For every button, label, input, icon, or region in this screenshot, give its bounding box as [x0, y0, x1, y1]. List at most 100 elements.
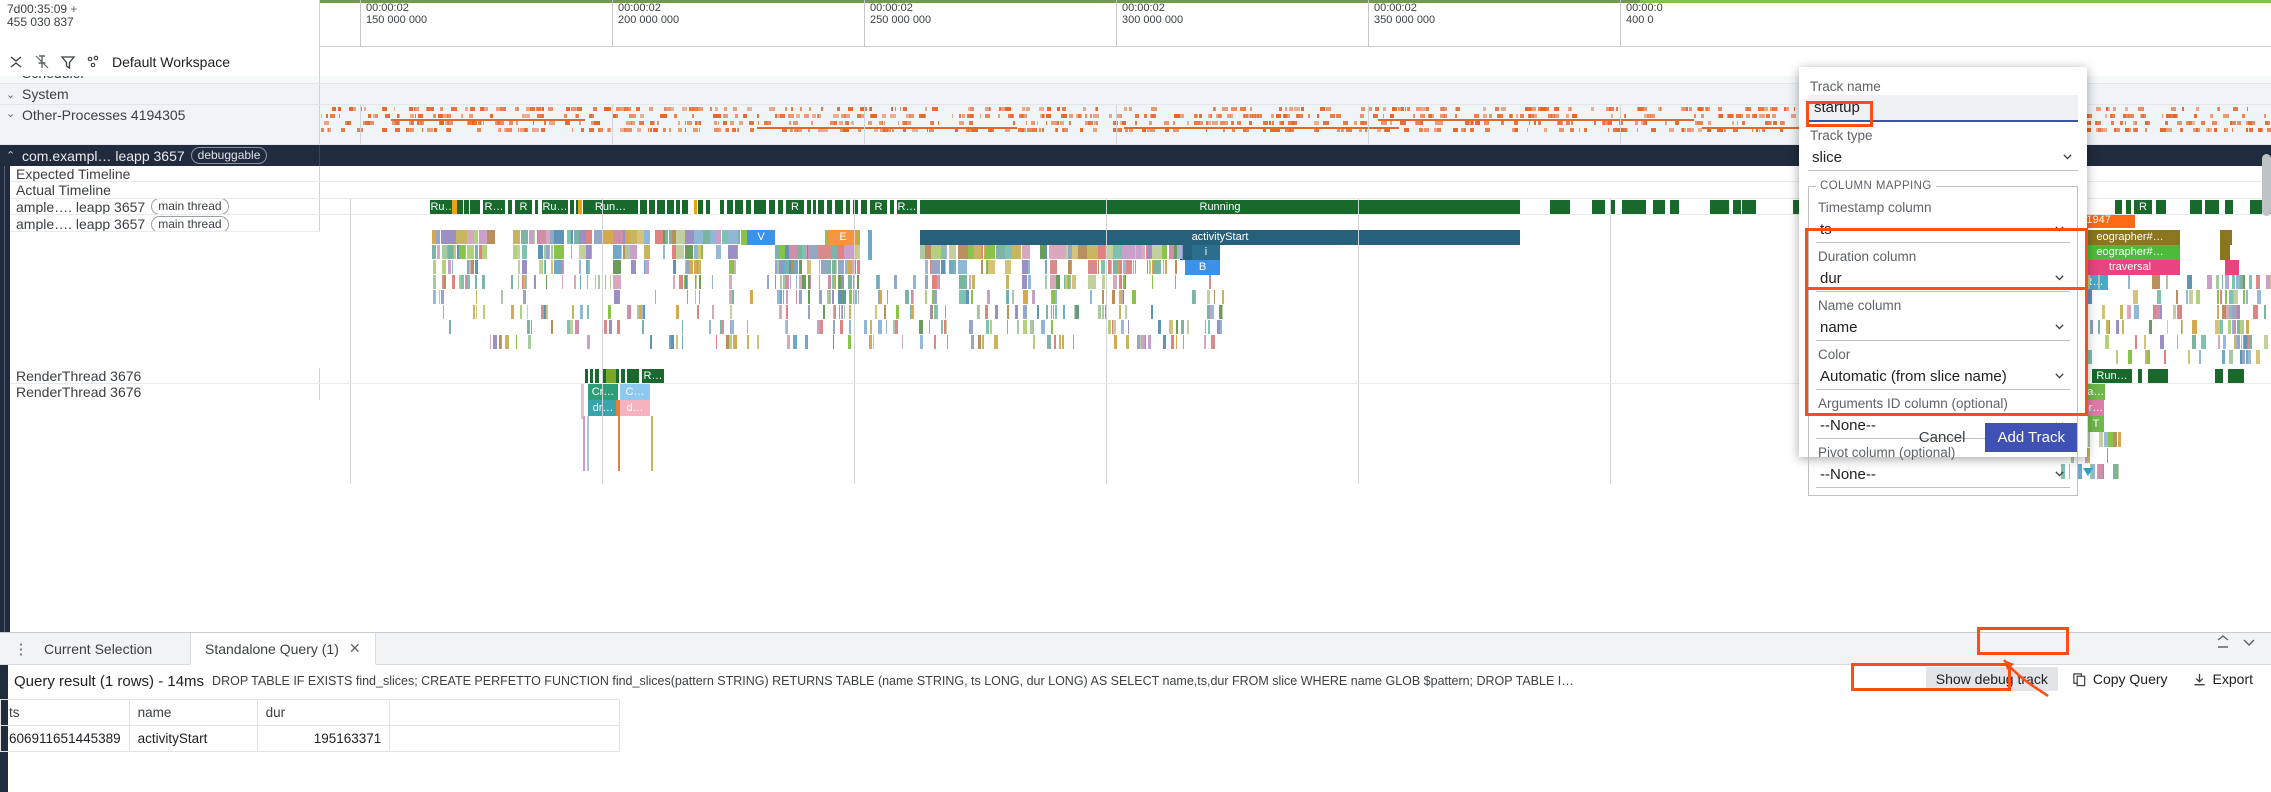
- cpu-activity-mark[interactable]: [414, 114, 417, 118]
- cpu-activity-mark[interactable]: [426, 107, 430, 111]
- flame-slice[interactable]: [733, 260, 734, 274]
- flame-slice[interactable]: [553, 245, 564, 259]
- cpu-activity-mark[interactable]: [698, 128, 700, 132]
- flame-slice[interactable]: [711, 275, 714, 289]
- flame-slice[interactable]: [613, 260, 622, 274]
- flame-slice[interactable]: [2098, 275, 2101, 289]
- flame-slice[interactable]: [1011, 245, 1019, 259]
- cpu-activity-mark[interactable]: [499, 107, 506, 111]
- flame-slice[interactable]: [522, 275, 523, 289]
- cpu-activity-mark[interactable]: [881, 114, 886, 118]
- cpu-activity-mark[interactable]: [2223, 128, 2225, 132]
- cpu-activity-mark[interactable]: [902, 107, 907, 111]
- flame-slice[interactable]: [681, 335, 684, 349]
- flame-slice[interactable]: [736, 245, 738, 259]
- flame-slice[interactable]: [468, 275, 471, 289]
- flame-slice[interactable]: [467, 245, 470, 259]
- flame-slice[interactable]: [2148, 320, 2152, 334]
- flame-slice[interactable]: [905, 290, 909, 304]
- flame-slice[interactable]: [642, 305, 646, 319]
- sched-slice[interactable]: Run…: [2092, 369, 2132, 383]
- flame-slice[interactable]: [2120, 305, 2124, 319]
- flame-slice[interactable]: [2151, 275, 2155, 289]
- cpu-activity-mark[interactable]: [1022, 107, 1025, 111]
- flame-slice[interactable]: [731, 320, 735, 334]
- flame-slice[interactable]: [678, 275, 683, 289]
- cpu-activity-mark[interactable]: [1429, 114, 1433, 118]
- cpu-activity-mark[interactable]: [791, 128, 793, 132]
- unpin-icon[interactable]: [34, 54, 50, 70]
- cpu-activity-mark[interactable]: [851, 121, 854, 125]
- cpu-activity-mark[interactable]: [540, 128, 545, 132]
- flame-slice[interactable]: [530, 320, 532, 334]
- flame-slice[interactable]: [818, 245, 821, 259]
- cpu-activity-mark[interactable]: [774, 114, 777, 118]
- sched-slice[interactable]: [1600, 200, 1605, 214]
- flame-slice[interactable]: [1098, 260, 1100, 274]
- flame-slice[interactable]: [478, 245, 482, 259]
- cpu-activity-mark[interactable]: [800, 107, 803, 111]
- cpu-activity-mark[interactable]: [2180, 121, 2182, 125]
- flame-slice[interactable]: [630, 230, 637, 244]
- cpu-activity-mark[interactable]: [1572, 114, 1577, 118]
- cpu-activity-mark[interactable]: [1272, 128, 1278, 132]
- cpu-activity-mark[interactable]: [2141, 114, 2145, 118]
- cpu-activity-mark[interactable]: [591, 121, 595, 125]
- sched-slice[interactable]: [676, 200, 680, 214]
- cpu-activity-mark[interactable]: [575, 114, 578, 118]
- flame-slice[interactable]: [681, 320, 684, 334]
- flame-slice[interactable]: [1140, 335, 1145, 349]
- cpu-activity-mark[interactable]: [1045, 121, 1047, 125]
- cpu-activity-mark[interactable]: [1279, 107, 1283, 111]
- flame-slice[interactable]: [2245, 320, 2249, 334]
- sched-slice[interactable]: [590, 369, 593, 383]
- cpu-activity-mark[interactable]: [360, 107, 363, 111]
- flame-slice[interactable]: [452, 245, 454, 259]
- cpu-activity-mark[interactable]: [1420, 107, 1426, 111]
- cpu-activity-mark[interactable]: [921, 114, 923, 118]
- cpu-activity-mark[interactable]: [1771, 114, 1776, 118]
- flame-slice[interactable]: [798, 275, 802, 289]
- flame-slice[interactable]: [779, 245, 785, 259]
- cpu-activity-mark[interactable]: [1659, 107, 1662, 111]
- flame-slice[interactable]: [807, 245, 812, 259]
- sched-slice[interactable]: [818, 200, 824, 214]
- flame-slice[interactable]: [588, 260, 591, 274]
- cpu-activity-mark[interactable]: [780, 114, 786, 118]
- cpu-activity-mark[interactable]: [1250, 107, 1252, 111]
- cpu-activity-mark[interactable]: [2195, 128, 2198, 132]
- flame-slice[interactable]: [986, 260, 989, 274]
- flame-slice[interactable]: [554, 260, 562, 274]
- cpu-activity-mark[interactable]: [1005, 128, 1011, 132]
- flame-slice[interactable]: [432, 275, 436, 289]
- flame-slice[interactable]: [1055, 305, 1057, 319]
- cpu-activity-mark[interactable]: [1059, 121, 1064, 125]
- cpu-activity-mark[interactable]: [767, 121, 771, 125]
- flame-slice[interactable]: [688, 260, 694, 274]
- cpu-activity-mark[interactable]: [697, 107, 703, 111]
- flame-slice[interactable]: [2159, 305, 2163, 319]
- sched-slice[interactable]: R: [870, 200, 887, 214]
- flame-slice[interactable]: [994, 305, 998, 319]
- cpu-activity-mark[interactable]: [2179, 128, 2183, 132]
- flame-slice[interactable]: [795, 275, 798, 289]
- cpu-activity-mark[interactable]: [1231, 128, 1235, 132]
- cpu-activity-mark[interactable]: [541, 114, 544, 118]
- flame-slice[interactable]: [1110, 260, 1113, 274]
- cpu-activity-mark[interactable]: [1062, 128, 1068, 132]
- flame-slice[interactable]: [912, 275, 917, 289]
- sched-slice[interactable]: [720, 200, 724, 214]
- flame-slice[interactable]: [2188, 290, 2194, 304]
- cpu-activity-mark[interactable]: [1212, 121, 1219, 125]
- flame-slice[interactable]: [1005, 275, 1010, 289]
- cpu-activity-mark[interactable]: [1112, 121, 1115, 125]
- cpu-activity-mark[interactable]: [818, 128, 823, 132]
- sched-slice[interactable]: [682, 200, 688, 214]
- flame-slice[interactable]: [835, 275, 836, 289]
- cpu-activity-mark[interactable]: [1057, 107, 1061, 111]
- flame-slice[interactable]: [1049, 245, 1058, 259]
- track-row-system[interactable]: ⌄ System: [0, 84, 2271, 105]
- flame-slice[interactable]: [819, 320, 824, 334]
- cpu-activity-mark[interactable]: [638, 121, 644, 125]
- cpu-activity-mark[interactable]: [1779, 121, 1784, 125]
